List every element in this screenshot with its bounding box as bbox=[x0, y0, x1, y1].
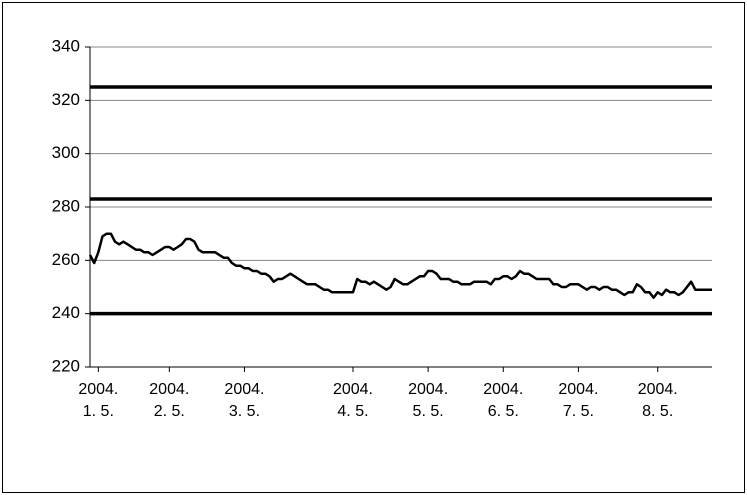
x-tick-label: 2004. 5. 5. bbox=[408, 381, 449, 420]
x-tick-label: 2004. 3. 5. bbox=[224, 381, 265, 420]
x-tick-label: 2004. 6. 5. bbox=[483, 381, 524, 420]
y-tick-label: 320 bbox=[52, 90, 80, 109]
y-tick-label: 220 bbox=[52, 356, 80, 375]
x-tick-label: 2004. 7. 5. bbox=[558, 381, 599, 420]
x-tick-label: 2004. 4. 5. bbox=[332, 381, 373, 420]
y-tick-label: 260 bbox=[52, 250, 80, 269]
y-tick-label: 240 bbox=[52, 303, 80, 322]
x-tick-label: 2004. 2. 5. bbox=[149, 381, 190, 420]
y-tick-label: 280 bbox=[52, 196, 80, 215]
y-tick-label: 340 bbox=[52, 36, 80, 55]
data-line bbox=[88, 232, 712, 299]
x-tick-label: 2004. 1. 5. bbox=[78, 381, 119, 420]
y-tick-label: 300 bbox=[52, 143, 80, 162]
x-tick-label: 2004. 8. 5. bbox=[637, 381, 678, 420]
